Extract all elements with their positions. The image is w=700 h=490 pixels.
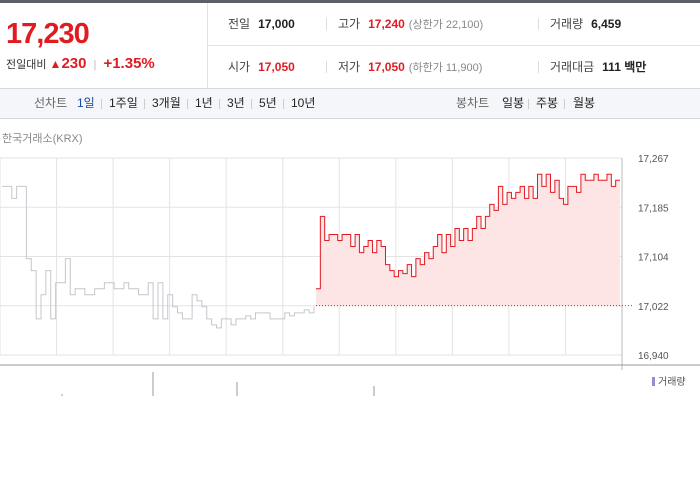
tab-3m[interactable]: 3개월 [152, 96, 181, 110]
candle-chart-label: 봉차트 [456, 96, 490, 110]
change-label: 전일대비 [6, 59, 47, 71]
low-price: 저가 17,050 (하한가 11,900) [325, 46, 482, 88]
y-axis: 17,267 17,185 17,104 17,022 16,940 [638, 154, 669, 362]
tab-monthly-candle[interactable]: 월봉 [573, 96, 596, 110]
current-price: 17,230 [6, 18, 90, 50]
exchange-label: 한국거래소(KRX) [2, 133, 83, 145]
open-price: 시가 17,050 [228, 60, 295, 74]
tab-10y[interactable]: 10년 [291, 96, 316, 110]
quote-summary: 17,230 전일대비 ▲230 | +1.35% 전일 17,000 고가 17,… [0, 0, 700, 88]
tab-1w[interactable]: 1주일 [109, 96, 138, 110]
change-percent: +1.35% [103, 55, 155, 72]
info-row-2: 시가 17,050 저가 17,050 (하한가 11,900) 거래대금 111 백만 [208, 46, 700, 88]
tab-weekly-candle[interactable]: 주봉 [536, 96, 559, 110]
prev-close: 전일 17,000 [228, 17, 295, 31]
y-tick-label: 17,185 [638, 203, 669, 214]
change-value: 230 [61, 55, 87, 72]
tab-5y[interactable]: 5년 [259, 96, 277, 110]
y-tick-label: 17,022 [638, 302, 669, 313]
price-chart: 17,267 17,185 17,104 17,022 16,940 [0, 154, 700, 396]
high-price: 고가 17,240 (상한가 22,100) [325, 3, 483, 45]
chart-tabs: 선차트 1일 1주일 3개월 1년 3년 5년 10년 봉차트 일봉 주봉 월봉 [0, 88, 700, 119]
line-chart-label: 선차트 [34, 96, 68, 110]
tab-1d[interactable]: 1일 [77, 96, 95, 110]
tab-3y[interactable]: 3년 [227, 96, 245, 110]
y-tick-label: 17,267 [638, 154, 669, 165]
turnover: 거래대금 111 백만 [537, 46, 646, 88]
volume-swatch [652, 377, 655, 386]
divider: | [93, 59, 97, 71]
up-triangle-icon: ▲ [49, 57, 62, 71]
today-series [316, 173, 620, 290]
tab-1y[interactable]: 1년 [195, 96, 213, 110]
tab-daily-candle[interactable]: 일봉 [502, 96, 525, 110]
y-tick-label: 17,104 [638, 253, 669, 264]
volume-bars [61, 372, 375, 396]
volume: 거래량 6,459 [537, 3, 621, 45]
price-box: 17,230 전일대비 ▲230 | +1.35% [0, 3, 208, 88]
y-tick-label: 16,940 [638, 351, 669, 362]
info-row-1: 전일 17,000 고가 17,240 (상한가 22,100) 거래량 6,459 [208, 3, 700, 46]
change-line: 전일대비 ▲230 | +1.35% [6, 55, 155, 72]
previous-day-series [2, 185, 315, 329]
volume-legend: 거래량 [652, 373, 686, 388]
